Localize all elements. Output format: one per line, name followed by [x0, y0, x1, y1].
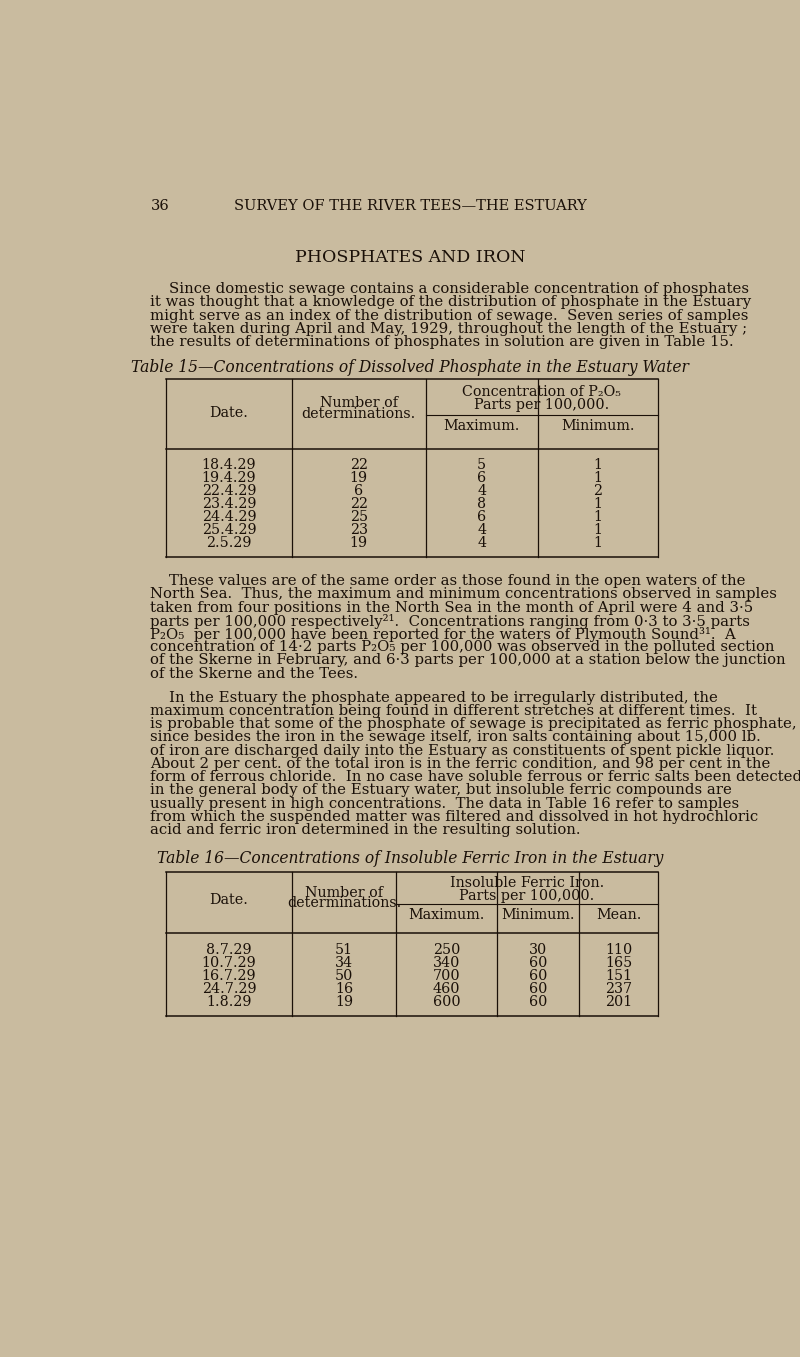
Text: Concentration of P₂O₅: Concentration of P₂O₅	[462, 385, 621, 399]
Text: 1: 1	[594, 524, 602, 537]
Text: 60: 60	[529, 995, 547, 1010]
Text: might serve as an index of the distribution of sewage.  Seven series of samples: might serve as an index of the distribut…	[150, 308, 749, 323]
Text: 4: 4	[477, 536, 486, 551]
Text: Mean.: Mean.	[596, 908, 641, 921]
Text: 22: 22	[350, 497, 368, 512]
Text: 51: 51	[335, 943, 353, 957]
Text: it was thought that a knowledge of the distribution of phosphate in the Estuary: it was thought that a knowledge of the d…	[150, 296, 751, 309]
Text: 25: 25	[350, 510, 368, 524]
Text: Table 16—Concentrations of Insoluble Ferric Iron in the Estuary: Table 16—Concentrations of Insoluble Fer…	[157, 851, 663, 867]
Text: 34: 34	[335, 955, 353, 970]
Text: 16: 16	[335, 982, 353, 996]
Text: 30: 30	[529, 943, 547, 957]
Text: 6: 6	[477, 510, 486, 524]
Text: maximum concentration being found in different stretches at different times.  It: maximum concentration being found in dif…	[150, 704, 758, 718]
Text: acid and ferric iron determined in the resulting solution.: acid and ferric iron determined in the r…	[150, 824, 581, 837]
Text: 23.4.29: 23.4.29	[202, 497, 256, 512]
Text: 340: 340	[433, 955, 460, 970]
Text: 10.7.29: 10.7.29	[202, 955, 257, 970]
Text: Date.: Date.	[210, 893, 249, 908]
Text: 1: 1	[594, 497, 602, 512]
Text: 1: 1	[594, 457, 602, 472]
Text: 250: 250	[433, 943, 460, 957]
Text: 24.4.29: 24.4.29	[202, 510, 256, 524]
Text: Parts per 100,000.: Parts per 100,000.	[474, 399, 610, 413]
Text: Since domestic sewage contains a considerable concentration of phosphates: Since domestic sewage contains a conside…	[150, 282, 750, 296]
Text: form of ferrous chloride.  In no case have soluble ferrous or ferric salts been : form of ferrous chloride. In no case hav…	[150, 771, 800, 784]
Text: determinations.: determinations.	[302, 407, 416, 421]
Text: 19: 19	[350, 536, 368, 551]
Text: 19: 19	[350, 471, 368, 484]
Text: 6: 6	[354, 484, 363, 498]
Text: 8: 8	[477, 497, 486, 512]
Text: 700: 700	[433, 969, 460, 982]
Text: PHOSPHATES AND IRON: PHOSPHATES AND IRON	[294, 250, 526, 266]
Text: In the Estuary the phosphate appeared to be irregularly distributed, the: In the Estuary the phosphate appeared to…	[150, 691, 718, 704]
Text: These values are of the same order as those found in the open waters of the: These values are of the same order as th…	[150, 574, 746, 588]
Text: 8.7.29: 8.7.29	[206, 943, 252, 957]
Text: 151: 151	[605, 969, 632, 982]
Text: 16.7.29: 16.7.29	[202, 969, 256, 982]
Text: Number of: Number of	[305, 886, 383, 900]
Text: 4: 4	[477, 484, 486, 498]
Text: Insoluble Ferric Iron.: Insoluble Ferric Iron.	[450, 877, 604, 890]
Text: parts per 100,000 respectively²¹.  Concentrations ranging from 0·3 to 3·5 parts: parts per 100,000 respectively²¹. Concen…	[150, 613, 750, 628]
Text: determinations.: determinations.	[287, 897, 402, 911]
Text: Parts per 100,000.: Parts per 100,000.	[459, 889, 594, 902]
Text: Maximum.: Maximum.	[443, 419, 520, 433]
Text: were taken during April and May, 1929, throughout the length of the Estuary ;: were taken during April and May, 1929, t…	[150, 322, 747, 337]
Text: 201: 201	[605, 995, 632, 1010]
Text: 110: 110	[605, 943, 632, 957]
Text: usually present in high concentrations.  The data in Table 16 refer to samples: usually present in high concentrations. …	[150, 797, 739, 810]
Text: 18.4.29: 18.4.29	[202, 457, 256, 472]
Text: the results of determinations of phosphates in solution are given in Table 15.: the results of determinations of phospha…	[150, 335, 734, 349]
Text: 22.4.29: 22.4.29	[202, 484, 256, 498]
Text: 1: 1	[594, 471, 602, 484]
Text: 60: 60	[529, 955, 547, 970]
Text: 460: 460	[433, 982, 460, 996]
Text: of the Skerne and the Tees.: of the Skerne and the Tees.	[150, 666, 358, 681]
Text: since besides the iron in the sewage itself, iron salts containing about 15,000 : since besides the iron in the sewage its…	[150, 730, 761, 745]
Text: 165: 165	[605, 955, 632, 970]
Text: 4: 4	[477, 524, 486, 537]
Text: 2.5.29: 2.5.29	[206, 536, 252, 551]
Text: 1: 1	[594, 510, 602, 524]
Text: 23: 23	[350, 524, 368, 537]
Text: 24.7.29: 24.7.29	[202, 982, 256, 996]
Text: 600: 600	[433, 995, 460, 1010]
Text: 36: 36	[150, 199, 169, 213]
Text: P₂O₅  per 100,000 have been reported for the waters of Plymouth Sound³¹.  A: P₂O₅ per 100,000 have been reported for …	[150, 627, 736, 642]
Text: Minimum.: Minimum.	[501, 908, 574, 921]
Text: 1.8.29: 1.8.29	[206, 995, 252, 1010]
Text: of iron are discharged daily into the Estuary as constituents of spent pickle li: of iron are discharged daily into the Es…	[150, 744, 774, 757]
Text: Table 15—Concentrations of Dissolved Phosphate in the Estuary Water: Table 15—Concentrations of Dissolved Pho…	[131, 360, 689, 376]
Text: Maximum.: Maximum.	[408, 908, 485, 921]
Text: 237: 237	[605, 982, 632, 996]
Text: North Sea.  Thus, the maximum and minimum concentrations observed in samples: North Sea. Thus, the maximum and minimum…	[150, 588, 778, 601]
Text: of the Skerne in February, and 6·3 parts per 100,000 at a station below the junc: of the Skerne in February, and 6·3 parts…	[150, 654, 786, 668]
Text: 22: 22	[350, 457, 368, 472]
Text: is probable that some of the phosphate of sewage is precipitated as ferric phosp: is probable that some of the phosphate o…	[150, 718, 797, 731]
Text: About 2 per cent. of the total iron is in the ferric condition, and 98 per cent : About 2 per cent. of the total iron is i…	[150, 757, 770, 771]
Text: 2: 2	[594, 484, 602, 498]
Text: 60: 60	[529, 982, 547, 996]
Text: 5: 5	[477, 457, 486, 472]
Text: in the general body of the Estuary water, but insoluble ferric compounds are: in the general body of the Estuary water…	[150, 783, 732, 798]
Text: Date.: Date.	[210, 406, 249, 421]
Text: SURVEY OF THE RIVER TEES—THE ESTUARY: SURVEY OF THE RIVER TEES—THE ESTUARY	[234, 199, 586, 213]
Text: 19: 19	[335, 995, 353, 1010]
Text: 25.4.29: 25.4.29	[202, 524, 256, 537]
Text: 19.4.29: 19.4.29	[202, 471, 256, 484]
Text: 6: 6	[477, 471, 486, 484]
Text: 60: 60	[529, 969, 547, 982]
Text: taken from four positions in the North Sea in the month of April were 4 and 3·5: taken from four positions in the North S…	[150, 601, 754, 615]
Text: concentration of 14·2 parts P₂O₅ per 100,000 was observed in the polluted sectio: concentration of 14·2 parts P₂O₅ per 100…	[150, 641, 775, 654]
Text: from which the suspended matter was filtered and dissolved in hot hydrochloric: from which the suspended matter was filt…	[150, 810, 758, 824]
Text: 50: 50	[335, 969, 354, 982]
Text: Minimum.: Minimum.	[561, 419, 634, 433]
Text: Number of: Number of	[320, 396, 398, 410]
Text: 1: 1	[594, 536, 602, 551]
